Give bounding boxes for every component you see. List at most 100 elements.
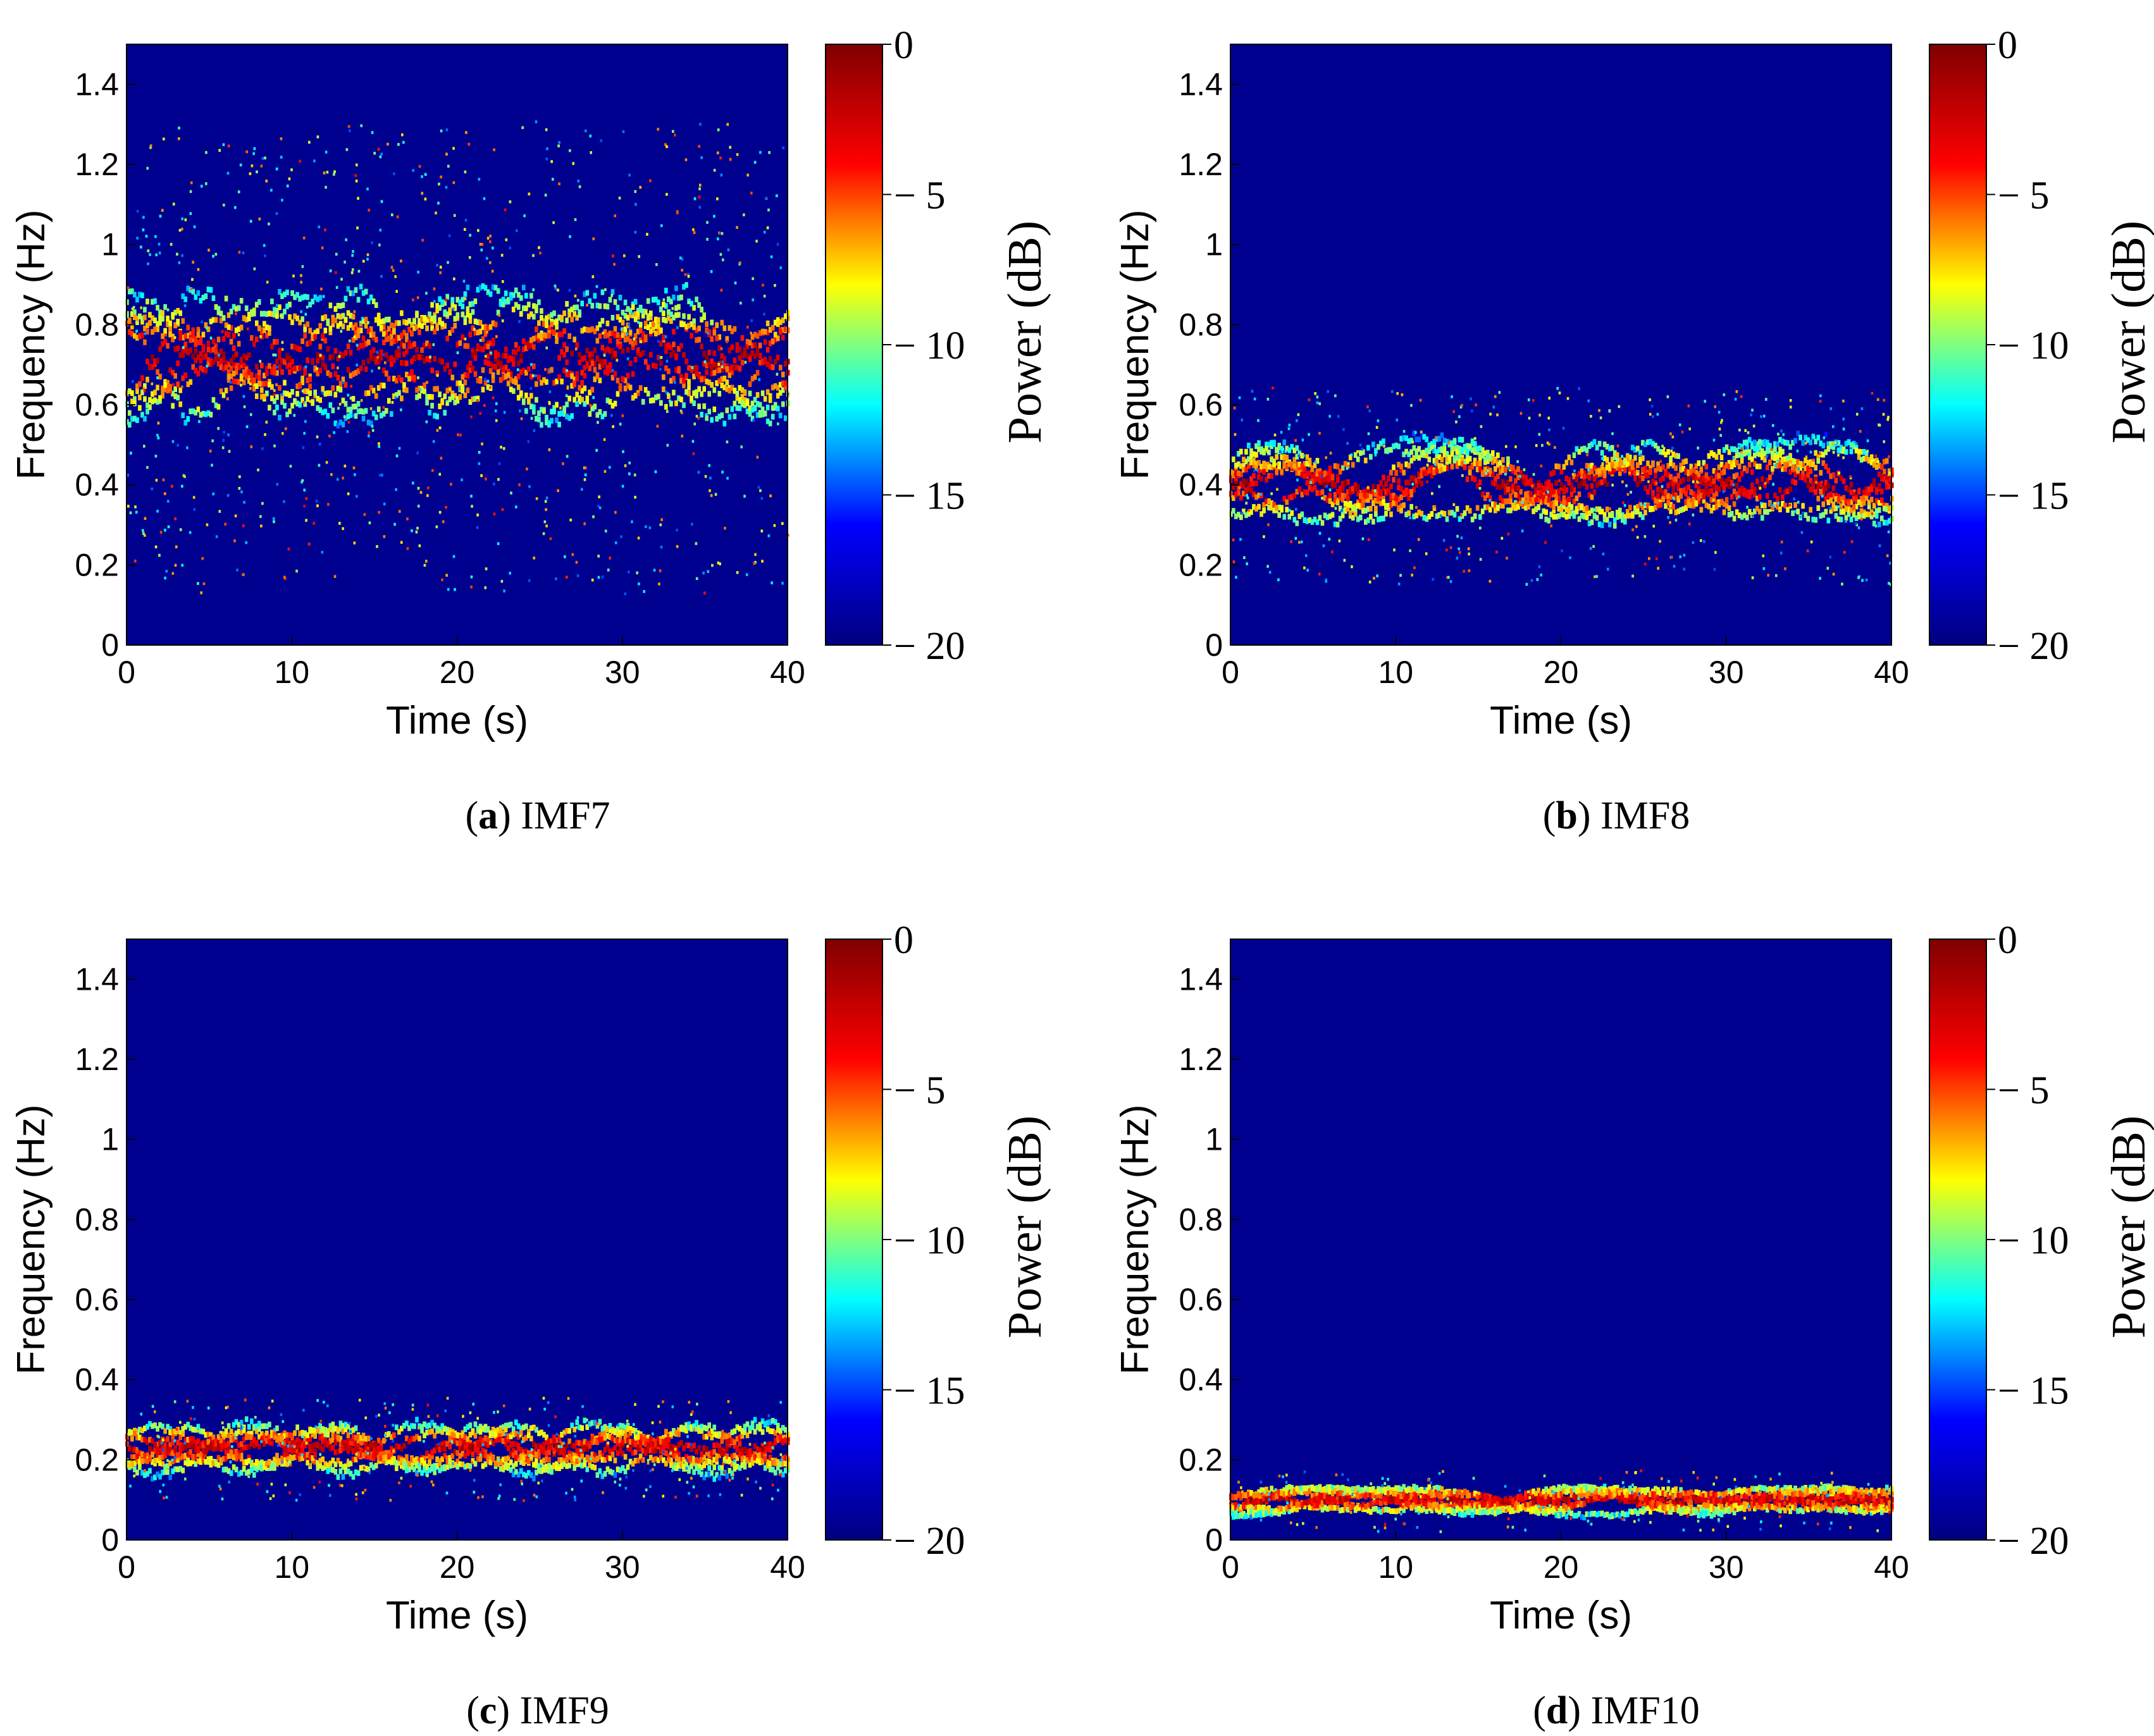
spectrum-cell [682,352,686,358]
spectrum-speck [352,250,354,253]
spectrum-cell [1757,439,1762,445]
spectrum-speck [418,544,421,548]
spectrum-cell [1631,469,1635,475]
spectrum-cell [1526,503,1530,510]
spectrum-cell [1526,479,1530,485]
spectrum-cell [395,378,399,384]
spectrum-speck [492,396,495,400]
spectrum-cell [725,407,729,414]
spectrum-cell [1544,481,1549,487]
spectrum-cell [1816,495,1821,502]
spectrum-cell [1864,486,1869,493]
spectrum-cell [664,317,668,324]
spectrum-cell [448,307,452,314]
spectrum-cell [199,335,203,342]
spectrum-cell [1781,494,1785,500]
spectrum-cell [657,393,660,400]
spectrum-cell [1237,470,1241,476]
spectrum-speck [149,146,152,149]
spectrum-cell [1303,466,1307,472]
spectrum-cell [143,325,147,331]
spectrum-cell [1252,457,1256,464]
spectrum-cell [1709,488,1714,494]
spectrum-speck [1807,437,1810,441]
spectrum-cell [1654,498,1657,504]
spectrum-speck [340,278,343,281]
spectrum-cell [1722,509,1726,515]
spectrum-cell [196,371,201,377]
spectrum-speck [393,522,396,526]
spectrum-cell [1671,503,1675,510]
spectrum-cell [1834,477,1838,484]
spectrum-cell [138,333,142,340]
spectrum-cell [1714,470,1719,476]
spectrum-cell [1771,453,1774,460]
spectrum-speck [240,383,242,387]
spectrum-cell [1514,500,1518,507]
spectrum-cell [1814,464,1818,471]
spectrum-cell [1605,481,1609,487]
spectrum-cell [1328,471,1332,477]
spectrum-speck [257,468,259,472]
spectrum-cell [1490,459,1495,465]
spectrum-cell [1796,459,1800,465]
spectrum-cell [1834,496,1838,502]
spectrum-cell [750,342,755,348]
spectrum-speck [566,386,569,390]
spectrum-cell [735,405,740,411]
spectrum-cell [420,387,424,393]
spectrum-cell [458,340,462,347]
spectrum-cell [1437,512,1442,518]
spectrum-speck [276,366,278,369]
spectrum-cell [1674,476,1678,483]
spectrum-cell [1646,503,1650,509]
spectrum-cell [199,340,203,346]
spectrum-cell [374,336,378,343]
spectrum-cell [1382,499,1385,505]
spectrum-speck [495,419,498,422]
spectrum-cell [557,314,561,321]
spectrum-speck [1802,512,1804,515]
spectrum-cell [488,361,493,367]
spectrum-cell [1679,467,1683,473]
spectrum-speck [726,476,729,480]
spectrum-cell [1839,445,1843,451]
spectrum-cell [156,305,159,311]
spectrum-speck [292,274,295,278]
spectrum-cell [773,359,777,365]
spectrum-cell [1442,510,1447,517]
spectrum-cell [306,396,309,402]
spectrum-speck [171,440,175,443]
spectrum-speck [1662,446,1666,450]
spectrum-cell [1763,482,1767,488]
spectrum-cell [672,342,676,348]
spectrum-cell [684,372,688,379]
spectrum-cell [1554,463,1559,469]
spectrum-cell [1557,505,1561,512]
spectrum-cell [1654,504,1657,510]
spectrum-cell [603,329,607,335]
spectrum-speck [484,586,487,589]
spectrum-cell [1824,464,1828,470]
spectrum-speck [758,378,761,381]
spectrum-cell [697,373,701,379]
spectrum-speck [258,218,261,221]
spectrum-speck [300,310,303,314]
spectrum-cell [273,307,276,313]
spectrum-cell [662,335,665,341]
spectrum-cell [1689,464,1693,470]
spectrum-speck [178,228,182,232]
spectrum-cell [1809,468,1813,474]
spectrum-cell [730,344,734,350]
spectrum-cell [1585,484,1589,490]
spectrum-cell [1315,476,1320,482]
spectrum-speck [354,327,357,330]
spectrum-cell [677,304,681,310]
spectrum-cell [183,296,188,302]
spectrum-cell [628,360,633,367]
spectrum-cell [1475,505,1480,511]
spectrum-cell [626,306,630,312]
spectrum-cell [415,387,419,393]
spectrum-speck [589,403,592,407]
spectrum-cell [1885,506,1889,512]
